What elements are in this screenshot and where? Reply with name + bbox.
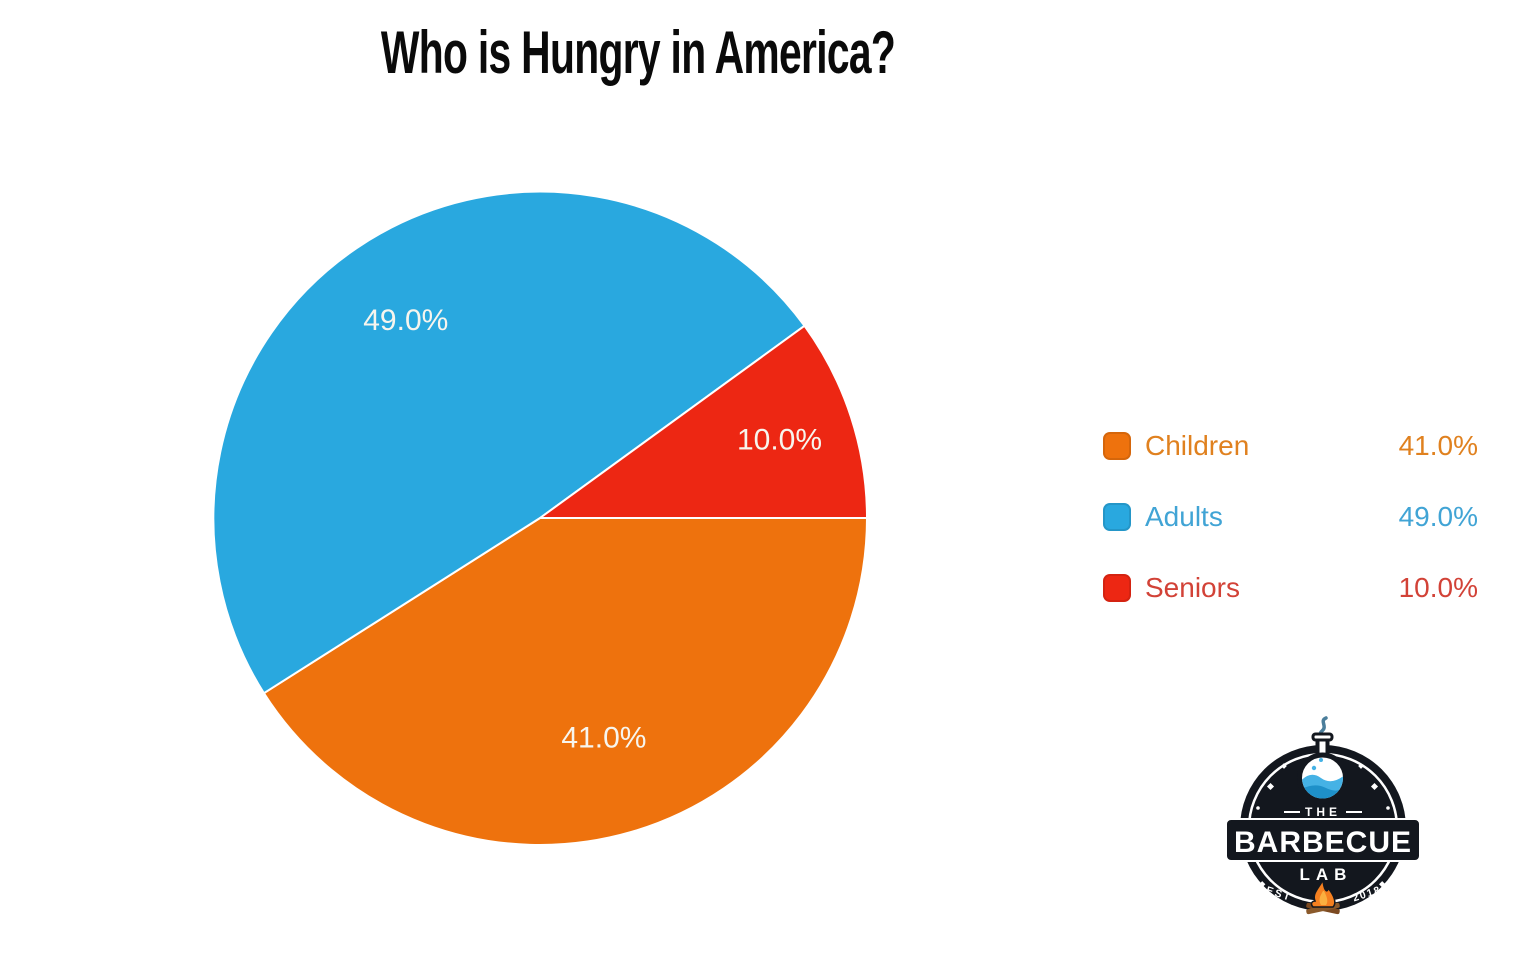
legend-swatch-adults xyxy=(1103,503,1131,531)
barbecue-lab-logo: THE BARBECUE LAB EST 2018 xyxy=(1222,694,1422,926)
logo-ribbon xyxy=(1225,818,1421,862)
legend-label-seniors: Seniors xyxy=(1145,572,1240,603)
logo-lab: LAB xyxy=(1300,865,1353,884)
legend-label-children: Children xyxy=(1145,430,1250,461)
legend-value-children: 41.0% xyxy=(1398,430,1478,461)
logo-the: THE xyxy=(1305,805,1341,819)
legend-swatch-children xyxy=(1103,432,1131,460)
pie-slice-seniors xyxy=(539,324,868,519)
legend: Children 41.0% Adults 49.0% Seniors 10.0… xyxy=(1103,432,1478,645)
pie-label-children: 41.0% xyxy=(561,721,646,754)
legend-item-children: Children 41.0% xyxy=(1103,432,1478,460)
pie-label-adults: 49.0% xyxy=(363,304,448,337)
logo-barbecue: BARBECUE xyxy=(1234,826,1412,859)
flask-icon xyxy=(1297,732,1348,804)
pie-slice-children xyxy=(262,517,868,846)
legend-value-seniors: 10.0% xyxy=(1398,572,1478,603)
legend-label-adults: Adults xyxy=(1145,501,1223,532)
legend-item-adults: Adults 49.0% xyxy=(1103,503,1478,531)
legend-value-adults: 49.0% xyxy=(1398,501,1478,532)
pie-label-seniors: 10.0% xyxy=(737,424,822,457)
pie-chart: 41.0% 49.0% 10.0% xyxy=(212,190,868,846)
campfire-icon xyxy=(1306,877,1340,915)
pie-slice-adults xyxy=(212,190,806,695)
legend-swatch-seniors xyxy=(1103,574,1131,602)
legend-item-seniors: Seniors 10.0% xyxy=(1103,574,1478,602)
chart-title: Who is Hungry in America? xyxy=(380,19,896,86)
